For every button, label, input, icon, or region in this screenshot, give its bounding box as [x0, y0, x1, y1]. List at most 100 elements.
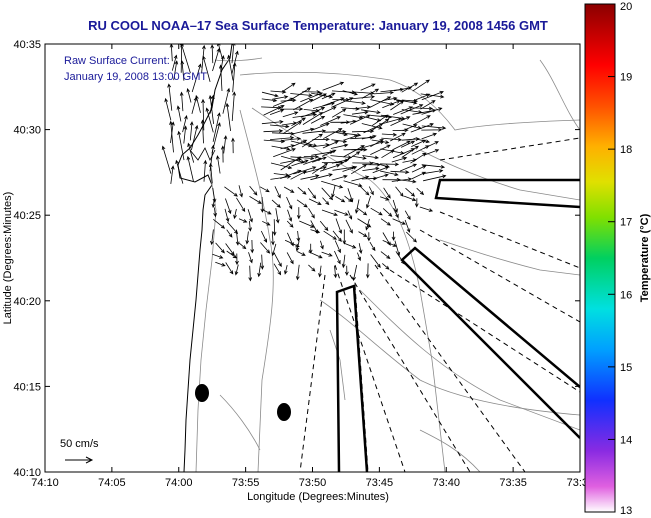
- current-vector: [238, 185, 243, 198]
- current-vector: [280, 158, 303, 164]
- x-tick-label: 74:05: [98, 477, 126, 489]
- current-vector: [296, 199, 308, 208]
- current-vector: [321, 180, 344, 189]
- current-vector: [269, 109, 285, 115]
- current-vector: [322, 81, 345, 91]
- current-vector: [260, 242, 271, 254]
- current-vector: [310, 173, 333, 181]
- current-vector: [411, 139, 427, 147]
- current-vector: [370, 207, 383, 216]
- current-vector: [421, 90, 444, 101]
- current-vector: [358, 231, 368, 237]
- current-vector: [287, 209, 293, 222]
- current-vector: [382, 263, 390, 270]
- current-vector: [372, 173, 389, 180]
- current-vector: [381, 137, 403, 142]
- current-vector: [280, 156, 302, 171]
- current-vector: [286, 220, 294, 228]
- colorbar-tick-label: 14: [620, 434, 632, 446]
- current-vector: [195, 94, 201, 113]
- station-marker: [277, 403, 291, 421]
- current-vector: [234, 264, 239, 276]
- current-vector: [169, 120, 174, 153]
- current-vector: [208, 162, 213, 184]
- current-vector: [176, 105, 182, 122]
- scale-arrow: [65, 456, 94, 464]
- current-vector: [381, 149, 395, 159]
- current-vector: [411, 93, 431, 102]
- current-vector: [215, 242, 225, 254]
- current-vector: [365, 263, 370, 279]
- current-vector: [401, 82, 419, 93]
- current-vector: [272, 219, 277, 236]
- x-axis-label: Longitude (Degrees:Minutes): [247, 491, 389, 503]
- current-vector: [262, 220, 271, 226]
- current-vector: [223, 135, 228, 154]
- current-vector: [320, 106, 337, 115]
- current-vector: [334, 240, 341, 254]
- current-vector: [380, 170, 399, 177]
- current-vector: [205, 107, 214, 133]
- x-tick-label: 73:55: [232, 477, 260, 489]
- current-vector: [370, 139, 384, 148]
- current-vector: [263, 105, 285, 116]
- current-vector: [222, 87, 231, 114]
- current-vector: [381, 117, 403, 125]
- current-vector: [351, 175, 370, 182]
- current-vector: [391, 156, 408, 163]
- current-vector: [403, 195, 417, 202]
- y-tick-label: 40:35: [13, 39, 41, 51]
- y-axis-label: Latitude (Degrees:Minutes): [2, 192, 14, 325]
- current-vector: [210, 229, 214, 246]
- current-vector: [361, 123, 383, 130]
- current-label-line2: January 19, 2008 13:00 GMT: [64, 71, 207, 83]
- current-vector: [331, 108, 347, 118]
- current-vector: [201, 98, 205, 131]
- current-vector: [365, 218, 370, 231]
- current-vector: [269, 124, 290, 129]
- sector-outlines: [335, 178, 580, 472]
- current-vector: [358, 243, 363, 255]
- current-vector: [257, 262, 262, 278]
- current-vector: [270, 135, 295, 140]
- current-vector: [393, 207, 399, 219]
- y-tick-label: 40:25: [13, 210, 41, 222]
- current-vector: [281, 107, 304, 111]
- current-vector: [183, 125, 188, 144]
- current-vector: [321, 187, 334, 201]
- current-vector: [344, 243, 357, 249]
- current-vector: [311, 92, 334, 99]
- current-vector: [312, 156, 327, 163]
- current-vector: [182, 114, 188, 133]
- current-vector: [224, 186, 238, 197]
- current-vector: [411, 171, 427, 180]
- current-vector: [260, 230, 267, 243]
- current-vector: [280, 169, 302, 179]
- scale-label: 50 cm/s: [60, 438, 99, 450]
- current-vector: [293, 139, 308, 147]
- current-vector: [262, 209, 272, 215]
- current-vector: [402, 124, 418, 132]
- current-vector: [225, 262, 234, 275]
- current-vector: [380, 251, 391, 259]
- current-vector: [272, 95, 289, 100]
- current-vector: [248, 252, 253, 264]
- current-vector: [413, 138, 431, 144]
- current-vector: [343, 145, 365, 158]
- current-vector: [310, 93, 327, 102]
- current-vector: [225, 243, 235, 256]
- current-vector: [400, 104, 424, 115]
- current-vector: [261, 105, 283, 110]
- current-vector: [366, 195, 371, 209]
- current-vector: [226, 250, 238, 259]
- current-vector: [319, 163, 341, 172]
- current-vector: [273, 148, 296, 158]
- current-vector: [382, 240, 397, 247]
- current-vector: [342, 90, 359, 96]
- current-vector: [420, 100, 436, 110]
- current-vector: [413, 115, 431, 126]
- current-vector: [180, 60, 185, 81]
- current-vector: [341, 254, 346, 269]
- current-vector: [359, 185, 370, 196]
- current-vector: [323, 230, 337, 240]
